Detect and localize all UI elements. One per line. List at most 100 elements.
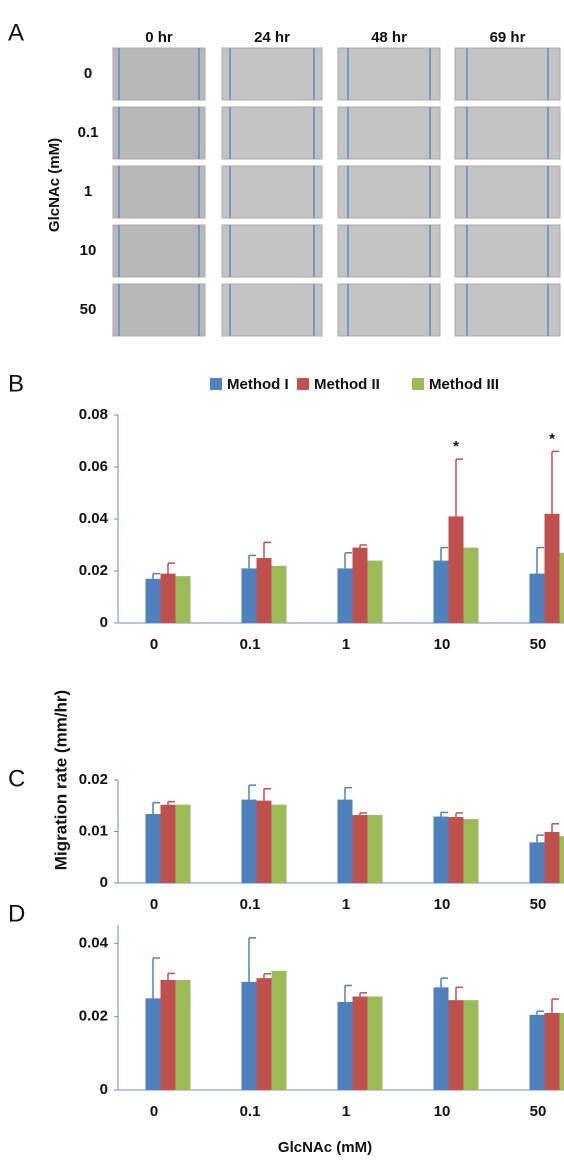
bar	[241, 799, 257, 883]
bar	[544, 832, 560, 883]
bar	[175, 804, 191, 883]
panel-label: B	[8, 370, 24, 397]
y-tick-label: 0.02	[79, 1008, 108, 1025]
bar	[241, 981, 257, 1090]
bar	[367, 560, 383, 623]
column-header: 24 hr	[254, 29, 290, 46]
y-axis-label: Migration rate (mm/hr)	[51, 690, 70, 870]
bar	[337, 568, 353, 623]
bar	[433, 816, 449, 883]
error-bar	[152, 801, 160, 814]
x-tick-label: 0.1	[240, 1103, 261, 1120]
x-axis-label: GlcNAc (mM)	[278, 1139, 372, 1156]
annotation: *	[453, 438, 459, 455]
legend-label: Method I	[227, 376, 289, 393]
y-tick-label: 0.08	[79, 406, 108, 423]
micrograph	[337, 224, 441, 278]
micrograph	[221, 165, 323, 219]
error-bar	[359, 992, 367, 997]
x-tick-label: 0	[150, 896, 158, 913]
micrograph	[112, 283, 206, 337]
error-bar	[440, 977, 448, 988]
y-tick-label: 0	[100, 874, 108, 891]
bar	[559, 1013, 564, 1090]
error-bar	[152, 957, 160, 999]
bar	[256, 978, 272, 1090]
panel-label: D	[8, 900, 25, 927]
bar	[256, 558, 272, 623]
bar	[448, 1000, 464, 1090]
x-tick-label: 10	[434, 1103, 451, 1120]
bar	[145, 813, 161, 883]
x-tick-label: 0	[150, 1103, 158, 1120]
y-tick-label: 0	[100, 614, 108, 631]
error-bar	[551, 998, 559, 1013]
row-label: 0	[84, 65, 92, 82]
micrograph	[454, 283, 561, 337]
bar	[463, 819, 479, 883]
y-tick-label: 0	[100, 1081, 108, 1098]
bar	[463, 1000, 479, 1090]
micrograph	[221, 47, 323, 101]
y-tick-label: 0.02	[79, 771, 108, 788]
error-bar	[263, 973, 271, 979]
error-bar	[344, 552, 352, 569]
micrograph	[112, 224, 206, 278]
bar	[241, 568, 257, 623]
micrograph	[112, 165, 206, 219]
bar	[352, 815, 368, 883]
micrograph	[221, 106, 323, 160]
row-label: 1	[84, 183, 92, 200]
bar	[352, 547, 368, 623]
error-bar	[248, 554, 256, 569]
error-bar	[551, 823, 559, 833]
x-tick-label: 50	[530, 1103, 547, 1120]
micrograph	[454, 106, 561, 160]
micrograph	[112, 47, 206, 101]
x-tick-label: 1	[342, 896, 350, 913]
row-label: 0.1	[78, 124, 99, 141]
error-bar	[344, 984, 352, 1002]
error-bar	[455, 812, 463, 818]
panel-label: C	[8, 765, 25, 792]
bar	[160, 573, 176, 623]
error-bar	[551, 450, 559, 514]
bar	[559, 836, 564, 883]
bar	[271, 565, 287, 623]
bar	[448, 817, 464, 883]
bar	[352, 996, 368, 1090]
bar	[145, 578, 161, 623]
legend-swatch	[210, 378, 222, 390]
error-bar	[536, 1010, 544, 1015]
x-tick-label: 1	[342, 636, 350, 653]
bar	[448, 516, 464, 623]
column-header: 48 hr	[371, 29, 407, 46]
bar	[145, 998, 161, 1090]
error-bar	[167, 800, 175, 805]
bar	[175, 980, 191, 1090]
error-bar	[167, 972, 175, 980]
bar	[160, 980, 176, 1090]
y-tick-label: 0.01	[79, 822, 108, 839]
error-bar	[536, 834, 544, 843]
micrograph	[454, 224, 561, 278]
panel-label: A	[8, 19, 24, 46]
error-bar	[344, 786, 352, 800]
legend-swatch	[412, 378, 424, 390]
error-bar	[359, 812, 367, 816]
y-tick-label: 0.06	[79, 458, 108, 475]
row-label: 10	[80, 242, 97, 259]
bar	[544, 513, 560, 623]
error-bar	[455, 458, 463, 517]
error-bar	[167, 562, 175, 574]
x-tick-label: 50	[530, 896, 547, 913]
bar	[271, 804, 287, 883]
x-tick-label: 50	[530, 636, 547, 653]
bar	[559, 552, 564, 623]
error-bar	[359, 544, 367, 548]
error-bar	[263, 788, 271, 801]
micrograph	[221, 224, 323, 278]
bar	[463, 547, 479, 623]
annotation: *	[549, 430, 555, 447]
x-tick-label: 1	[342, 1103, 350, 1120]
